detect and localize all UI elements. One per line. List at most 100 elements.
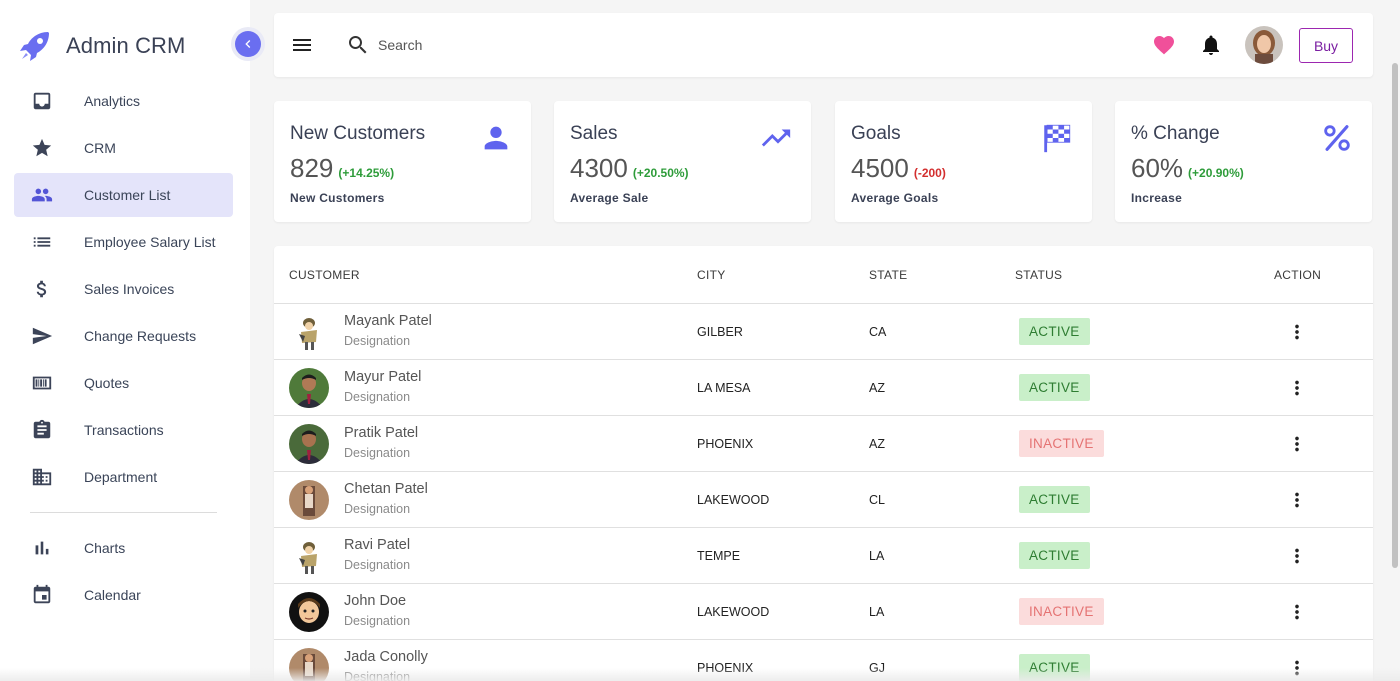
customer-table: CUSTOMER CITY STATE STATUS ACTION Mayank… bbox=[274, 246, 1373, 681]
stat-title: New Customers bbox=[290, 123, 426, 144]
customer-city: PHOENIX bbox=[697, 437, 754, 451]
user-avatar[interactable] bbox=[1245, 26, 1283, 64]
customer-designation: Designation bbox=[344, 614, 411, 628]
sidebar-item-transactions[interactable]: Transactions bbox=[14, 408, 233, 452]
sidebar-item-department[interactable]: Department bbox=[14, 455, 233, 499]
page-scrollbar[interactable] bbox=[1392, 63, 1398, 568]
sidebar-item-label: Sales Invoices bbox=[84, 281, 175, 297]
stat-value: 60% bbox=[1131, 153, 1184, 183]
customer-designation: Designation bbox=[344, 446, 411, 460]
flag-icon bbox=[1044, 124, 1071, 153]
sidebar-item-customer-list[interactable]: Customer List bbox=[14, 173, 233, 217]
sidebar-item-sales-invoices[interactable]: Sales Invoices bbox=[14, 267, 233, 311]
sidebar: Admin CRM Analytics CRM Customer List Em… bbox=[0, 0, 250, 681]
building-icon bbox=[14, 466, 70, 488]
sidebar-item-calendar[interactable]: Calendar bbox=[14, 573, 233, 617]
more-vert-icon[interactable] bbox=[1286, 488, 1308, 512]
table-row[interactable]: John Doe Designation LAKEWOOD LA INACTIV… bbox=[274, 584, 1373, 640]
column-header-city: CITY bbox=[697, 268, 726, 282]
clipboard-icon bbox=[14, 419, 70, 441]
sidebar-item-quotes[interactable]: Quotes bbox=[14, 361, 233, 405]
dollar-icon bbox=[14, 278, 70, 300]
customer-state: GJ bbox=[869, 661, 885, 675]
sidebar-item-change-requests[interactable]: Change Requests bbox=[14, 314, 233, 358]
customer-avatar bbox=[289, 592, 329, 632]
status-badge: ACTIVE bbox=[1019, 542, 1090, 569]
calendar-icon bbox=[14, 584, 70, 606]
stat-value-group: 60% (+20.90%) bbox=[1131, 153, 1244, 184]
table-row[interactable]: Mayur Patel Designation LA MESA AZ ACTIV… bbox=[274, 360, 1373, 416]
customer-designation: Designation bbox=[344, 558, 411, 572]
table-row[interactable]: Pratik Patel Designation PHOENIX AZ INAC… bbox=[274, 416, 1373, 472]
customer-designation: Designation bbox=[344, 670, 411, 681]
sidebar-item-label: Analytics bbox=[84, 93, 141, 109]
stat-subtitle: Average Goals bbox=[851, 191, 939, 205]
sidebar-item-crm[interactable]: CRM bbox=[14, 126, 233, 170]
customer-name: Pratik Patel bbox=[344, 425, 419, 441]
customer-state: AZ bbox=[869, 381, 885, 395]
stat-change: (+20.50%) bbox=[632, 166, 689, 180]
more-vert-icon[interactable] bbox=[1286, 656, 1308, 680]
inbox-icon bbox=[14, 90, 70, 112]
table-header: CUSTOMER CITY STATE STATUS ACTION bbox=[274, 246, 1373, 304]
customer-state: CA bbox=[869, 325, 887, 339]
trending-up-icon bbox=[761, 129, 791, 147]
sidebar-item-employee-salary-list[interactable]: Employee Salary List bbox=[14, 220, 233, 264]
status-badge: ACTIVE bbox=[1019, 374, 1090, 401]
table-row[interactable]: Chetan Patel Designation LAKEWOOD CL ACT… bbox=[274, 472, 1373, 528]
sidebar-divider bbox=[30, 512, 217, 513]
table-row[interactable]: Mayank Patel Designation GILBER CA ACTIV… bbox=[274, 304, 1373, 360]
stat-card-new-customers: New Customers 829 (+14.25%) New Customer… bbox=[274, 101, 531, 222]
column-header-status: STATUS bbox=[1015, 268, 1063, 282]
status-badge: ACTIVE bbox=[1019, 486, 1090, 513]
customer-city: LAKEWOOD bbox=[697, 605, 770, 619]
bell-icon[interactable] bbox=[1199, 33, 1223, 57]
more-vert-icon[interactable] bbox=[1286, 432, 1308, 456]
sidebar-collapse-button[interactable] bbox=[235, 31, 261, 57]
stat-title: % Change bbox=[1131, 123, 1220, 144]
brand: Admin CRM bbox=[18, 28, 185, 64]
bar-chart-icon bbox=[14, 537, 70, 559]
stat-value-group: 4500 (-200) bbox=[851, 153, 946, 184]
stat-value: 4500 bbox=[851, 153, 909, 183]
customer-city: TEMPE bbox=[697, 549, 741, 563]
status-badge: ACTIVE bbox=[1019, 318, 1090, 345]
sidebar-item-charts[interactable]: Charts bbox=[14, 526, 233, 570]
customer-city: GILBER bbox=[697, 325, 743, 339]
menu-icon[interactable] bbox=[290, 33, 314, 57]
search-icon bbox=[349, 36, 367, 54]
sidebar-item-label: Charts bbox=[84, 540, 126, 556]
customer-state: CL bbox=[869, 493, 885, 507]
customer-name: Mayank Patel bbox=[344, 313, 432, 329]
customer-designation: Designation bbox=[344, 334, 411, 348]
sidebar-item-analytics[interactable]: Analytics bbox=[14, 79, 233, 123]
customer-state: LA bbox=[869, 549, 885, 563]
stat-subtitle: Average Sale bbox=[570, 191, 649, 205]
status-badge: INACTIVE bbox=[1019, 598, 1104, 625]
table-row[interactable]: Jada Conolly Designation PHOENIX GJ ACTI… bbox=[274, 640, 1373, 681]
sidebar-item-label: Customer List bbox=[84, 187, 171, 203]
customer-avatar bbox=[289, 368, 329, 408]
customer-name: Chetan Patel bbox=[344, 481, 428, 497]
table-row[interactable]: Ravi Patel Designation TEMPE LA ACTIVE bbox=[274, 528, 1373, 584]
more-vert-icon[interactable] bbox=[1286, 376, 1308, 400]
rocket-logo-icon bbox=[20, 32, 49, 61]
customer-designation: Designation bbox=[344, 502, 411, 516]
stat-change: (+14.25%) bbox=[338, 166, 395, 180]
stat-card-percent-change: % Change 60% (+20.90%) Increase bbox=[1115, 101, 1372, 222]
stat-title: Sales bbox=[570, 123, 618, 144]
heart-icon[interactable] bbox=[1152, 33, 1176, 57]
stat-change: (+20.90%) bbox=[1188, 166, 1244, 180]
customer-avatar bbox=[289, 424, 329, 464]
customer-avatar bbox=[289, 536, 329, 576]
sidebar-item-label: CRM bbox=[84, 140, 116, 156]
more-vert-icon[interactable] bbox=[1286, 600, 1308, 624]
buy-button[interactable]: Buy bbox=[1299, 28, 1353, 63]
stat-value-group: 4300 (+20.50%) bbox=[570, 153, 689, 184]
search-input[interactable] bbox=[378, 33, 678, 57]
more-vert-icon[interactable] bbox=[1286, 320, 1308, 344]
sidebar-item-label: Change Requests bbox=[84, 328, 197, 344]
stat-value: 4300 bbox=[570, 153, 628, 183]
more-vert-icon[interactable] bbox=[1286, 544, 1308, 568]
people-icon bbox=[14, 184, 70, 206]
